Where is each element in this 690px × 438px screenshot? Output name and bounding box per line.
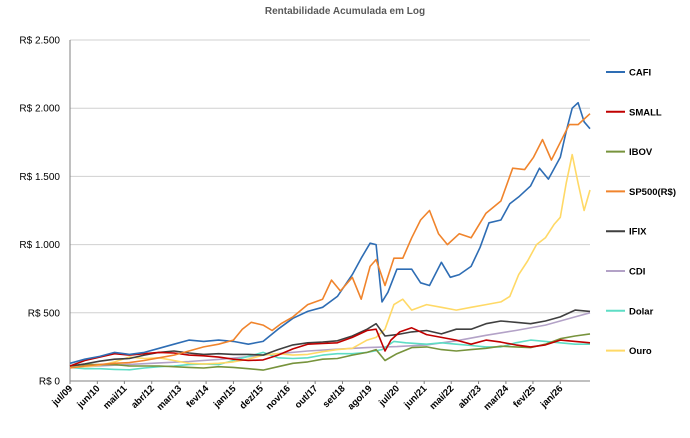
series-lines	[69, 101, 591, 371]
x-tick-label: nov/16	[264, 383, 293, 412]
legend-label: SP500(R$)	[629, 187, 676, 198]
x-tick-label: out/17	[293, 383, 321, 411]
legend-label: CAFI	[629, 68, 651, 79]
series-line-cafi	[69, 101, 591, 365]
x-tick-label: jan/26	[538, 383, 566, 411]
series-line-ouro	[69, 153, 591, 369]
series-line-small	[69, 326, 591, 367]
y-tick-label: R$ 500	[28, 308, 61, 319]
legend-label: Dolar	[629, 306, 654, 317]
y-tick-label: R$ 0	[39, 377, 61, 388]
x-tick-label: mai/11	[101, 383, 130, 412]
x-tick-label: abr/23	[456, 383, 484, 411]
legend-label: IFIX	[629, 227, 647, 238]
legend-label: Ouro	[629, 346, 652, 357]
x-tick-label: set/18	[321, 383, 348, 410]
legend: CAFI SMALL IBOV SP500(R$) IFIX CDI Dolar Ouro	[606, 68, 676, 357]
x-tick-label: jun/10	[75, 383, 103, 411]
x-tick-label: abr/12	[129, 383, 157, 411]
x-tick-label: fev/14	[184, 383, 211, 410]
x-tick-label: mar/24	[482, 383, 512, 413]
x-tick-label: ago/19	[346, 383, 375, 412]
y-tick-label: R$ 1.000	[19, 240, 60, 251]
legend-label: IBOV	[629, 147, 653, 158]
x-tick-label: jan/15	[211, 383, 239, 411]
y-tick-label: R$ 2.500	[19, 36, 60, 47]
chart-title: Rentabilidade Acumulada em Log	[264, 6, 426, 17]
y-tick-label: R$ 2.000	[19, 104, 60, 115]
x-tick-label: jun/21	[401, 383, 429, 411]
x-tick-label: dez/15	[238, 383, 267, 412]
gridlines	[70, 39, 590, 382]
y-tick-label: R$ 1.500	[19, 172, 60, 183]
series-line-ibov	[69, 333, 591, 371]
series-line-sp500-r-	[69, 113, 591, 369]
x-tick-label: mai/22	[428, 383, 457, 412]
x-tick-label: mar/13	[155, 383, 184, 412]
x-tick-label: fev/25	[511, 383, 538, 410]
x-tick-label: jul/20	[376, 383, 402, 409]
legend-label: SMALL	[629, 107, 662, 118]
legend-label: CDI	[629, 267, 645, 278]
